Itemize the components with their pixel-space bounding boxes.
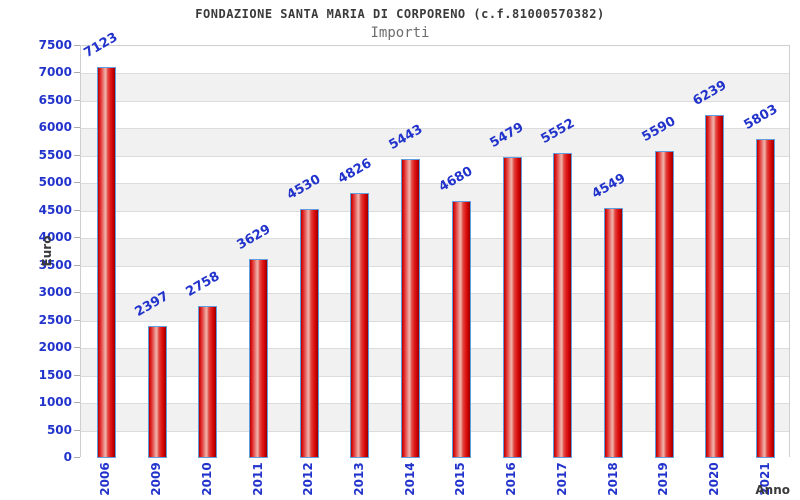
bar bbox=[604, 208, 623, 458]
y-tick-label: 1000 bbox=[38, 395, 72, 410]
gridline bbox=[81, 128, 789, 129]
y-tick-label: 2500 bbox=[38, 312, 72, 327]
plot-row-band bbox=[81, 320, 789, 349]
bar bbox=[553, 153, 572, 458]
y-tick-label: 5500 bbox=[38, 147, 72, 162]
y-tick-label: 3000 bbox=[38, 285, 72, 300]
y-tick-mark bbox=[74, 347, 80, 348]
x-tick-label: 2016 bbox=[504, 462, 518, 496]
y-tick-mark bbox=[74, 155, 80, 156]
gridline bbox=[81, 238, 789, 239]
x-tick-label: 2020 bbox=[707, 462, 721, 496]
gridline bbox=[81, 266, 789, 267]
y-tick-mark bbox=[74, 100, 80, 101]
y-tick-mark bbox=[74, 265, 80, 266]
y-tick-label: 500 bbox=[46, 422, 72, 437]
chart-title: FONDAZIONE SANTA MARIA DI CORPORENO (c.f… bbox=[195, 7, 605, 21]
x-tick-label: 2009 bbox=[149, 462, 163, 496]
y-tick-label: 2000 bbox=[38, 340, 72, 355]
bar bbox=[705, 115, 724, 458]
gridline bbox=[81, 211, 789, 212]
plot-row-band bbox=[81, 128, 789, 156]
x-tick-label: 2006 bbox=[98, 462, 112, 496]
y-tick-mark bbox=[74, 72, 80, 73]
x-tick-label: 2019 bbox=[656, 462, 670, 496]
y-tick-label: 1500 bbox=[38, 367, 72, 382]
y-tick-mark bbox=[74, 430, 80, 431]
gridline bbox=[81, 101, 789, 102]
plot-row-band bbox=[81, 183, 789, 211]
plot-row-band bbox=[81, 210, 789, 239]
x-tick-label: 2015 bbox=[453, 462, 467, 496]
x-tick-label: 2014 bbox=[403, 462, 417, 496]
gridline bbox=[81, 156, 789, 157]
y-tick-label: 7500 bbox=[38, 38, 72, 52]
chart-subtitle: Importi bbox=[370, 25, 430, 41]
gridline bbox=[81, 73, 789, 74]
y-tick-label: 0 bbox=[63, 450, 72, 464]
plot-row-band bbox=[81, 375, 789, 404]
y-tick-label: 6000 bbox=[38, 120, 72, 135]
y-tick-label: 4500 bbox=[38, 202, 72, 217]
plot-row-band bbox=[81, 238, 789, 266]
bar bbox=[401, 159, 420, 458]
bar bbox=[503, 157, 522, 458]
y-tick-label: 5000 bbox=[38, 175, 72, 190]
bar bbox=[452, 201, 471, 458]
bar bbox=[300, 209, 319, 458]
bar bbox=[198, 306, 217, 458]
gridline bbox=[81, 348, 789, 349]
y-tick-mark bbox=[74, 127, 80, 128]
x-tick-label: 2012 bbox=[301, 462, 315, 496]
gridline bbox=[81, 403, 789, 404]
plot-area: 7123 2397 2758 3629 4530 4826 5443 4680 5479 5552… bbox=[80, 30, 790, 458]
plot-row-band bbox=[81, 403, 789, 431]
y-tick-mark bbox=[74, 182, 80, 183]
x-axis-title: Anno bbox=[755, 483, 790, 497]
y-tick-label: 3500 bbox=[38, 257, 72, 272]
bar bbox=[249, 259, 268, 458]
x-tick-label: 2018 bbox=[606, 462, 620, 496]
gridline bbox=[81, 431, 789, 432]
y-tick-mark bbox=[74, 237, 80, 238]
gridline bbox=[81, 183, 789, 184]
plot-row-band bbox=[81, 155, 789, 184]
plot-row-band bbox=[81, 430, 789, 458]
bar bbox=[756, 139, 775, 458]
plot-row-band bbox=[81, 100, 789, 129]
y-tick-mark bbox=[74, 320, 80, 321]
y-axis-title: Euro bbox=[40, 235, 54, 267]
x-tick-label: 2011 bbox=[251, 462, 265, 496]
bar bbox=[350, 193, 369, 458]
y-tick-label: 7000 bbox=[38, 65, 72, 80]
bar bbox=[97, 67, 116, 458]
plot-row-band bbox=[81, 293, 789, 321]
plot-row-band bbox=[81, 46, 789, 74]
y-tick-mark bbox=[74, 45, 80, 46]
x-tick-label: 2013 bbox=[352, 462, 366, 496]
y-tick-label: 4000 bbox=[38, 230, 72, 245]
bar bbox=[655, 151, 674, 458]
y-tick-mark bbox=[74, 210, 80, 211]
y-tick-label: 6500 bbox=[38, 92, 72, 107]
y-tick-mark bbox=[74, 375, 80, 376]
gridline bbox=[81, 293, 789, 294]
y-tick-mark bbox=[74, 457, 80, 458]
y-tick-mark bbox=[74, 402, 80, 403]
gridline bbox=[81, 376, 789, 377]
x-tick-label: 2017 bbox=[555, 462, 569, 496]
gridline bbox=[81, 321, 789, 322]
plot-row-band bbox=[81, 73, 789, 101]
y-tick-mark bbox=[74, 292, 80, 293]
x-tick-label: 2010 bbox=[200, 462, 214, 496]
bar bbox=[148, 326, 167, 458]
plot-row-band bbox=[81, 348, 789, 376]
